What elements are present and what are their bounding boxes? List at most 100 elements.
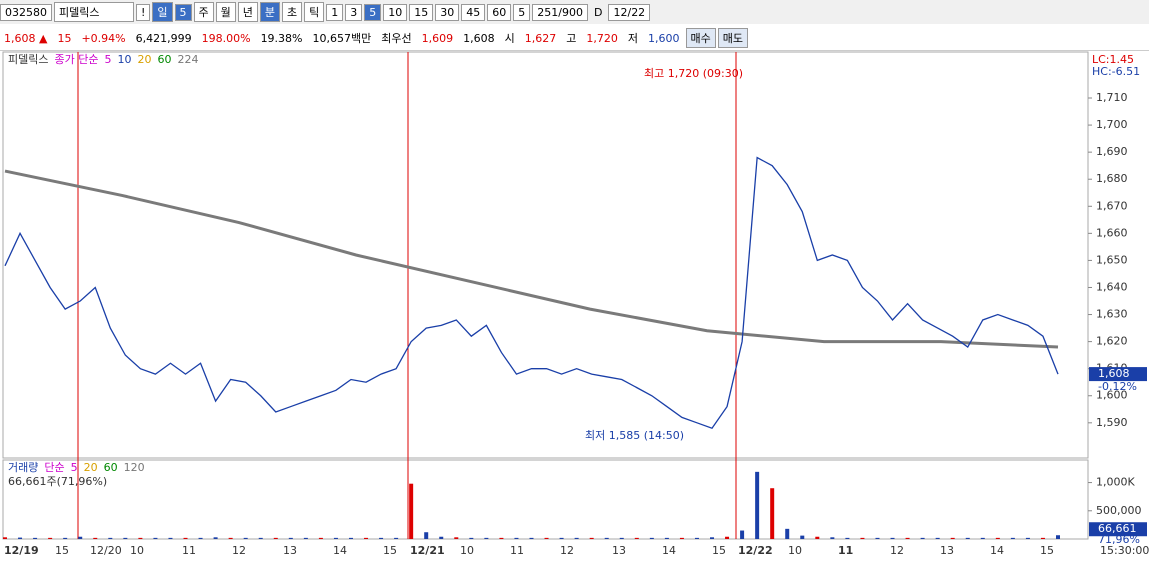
volume-bar xyxy=(950,537,955,539)
toolbar-button[interactable]: 주 xyxy=(193,2,214,22)
x-tick-label: 14 xyxy=(333,544,347,557)
quote-field: 10,657백만 xyxy=(312,32,372,45)
y-tick-label: 1,660 xyxy=(1096,226,1128,239)
last-rate: -0.12% xyxy=(1098,380,1137,393)
volume-bar xyxy=(710,537,715,539)
x-tick-label: 13 xyxy=(612,544,626,557)
toolbar-button[interactable]: ! xyxy=(136,3,151,21)
toolbar-button[interactable]: 45 xyxy=(461,3,486,21)
x-tick-label: 15 xyxy=(383,544,397,557)
toolbar-button[interactable]: 60 xyxy=(487,3,512,21)
toolbar-button[interactable]: 5 xyxy=(513,3,531,21)
toolbar-button[interactable]: 틱 xyxy=(304,2,325,22)
legend-item: 20 xyxy=(137,53,151,66)
volume-bar xyxy=(559,537,564,539)
volume-bar xyxy=(288,537,293,539)
volume-bar xyxy=(980,537,985,539)
volume-bar xyxy=(875,537,880,539)
last-volume-rate: 71,96% xyxy=(1098,533,1140,546)
x-tick-label: 15 xyxy=(712,544,726,557)
volume-bar xyxy=(544,537,549,539)
toolbar-button[interactable]: 251/900 xyxy=(532,3,588,21)
volume-bar xyxy=(78,536,83,539)
volume-bar xyxy=(499,537,504,539)
legend-item: 120 xyxy=(124,461,145,474)
volume-bar xyxy=(845,537,850,539)
legend-item: 거래량 xyxy=(8,461,38,474)
x-tick-label: 12 xyxy=(232,544,246,557)
toolbar-button[interactable]: 15 xyxy=(409,3,434,21)
legend-item: 10 xyxy=(117,53,131,66)
quote-field: +0.94% xyxy=(81,31,126,45)
volume-bar xyxy=(589,537,594,539)
quote-field: 1,608 ▲ xyxy=(4,31,48,45)
x-tick-label: 10 xyxy=(130,544,144,557)
volume-bar xyxy=(1040,537,1045,539)
toolbar-button[interactable]: 5 xyxy=(364,3,382,21)
date-input[interactable]: 12/22 xyxy=(608,3,651,21)
toolbar-button[interactable]: 30 xyxy=(435,3,460,21)
toolbar-button[interactable]: 초 xyxy=(282,2,303,22)
volume-bar xyxy=(770,488,775,539)
toolbar-button[interactable]: 일 xyxy=(152,2,173,22)
x-tick-label: 15 xyxy=(1040,544,1054,557)
volume-panel xyxy=(2,459,1089,540)
legend-item: 피델릭스 xyxy=(8,53,48,66)
volume-bar xyxy=(995,537,1000,539)
toolbar-button[interactable]: 분 xyxy=(259,2,281,22)
toolbar-button[interactable]: 3 xyxy=(345,3,363,21)
x-tick-label: 10 xyxy=(460,544,474,557)
toolbar-button[interactable]: 1 xyxy=(326,3,344,21)
toolbar-button[interactable]: 월 xyxy=(215,2,236,22)
volume-info: 66,661주(71,96%) xyxy=(8,475,107,488)
y-tick-label: 1,000K xyxy=(1096,476,1135,489)
volume-bar xyxy=(108,537,113,539)
code-input[interactable]: 032580 xyxy=(0,3,52,21)
volume-bar xyxy=(18,537,23,539)
legend-item: 5 xyxy=(71,461,78,474)
x-tick-label: 12/21 xyxy=(410,544,445,557)
toolbar-button[interactable]: 5 xyxy=(174,3,192,21)
trade-button[interactable]: 매수 xyxy=(685,28,716,48)
check-label[interactable]: D xyxy=(594,5,603,19)
volume-bar xyxy=(905,537,910,539)
y-tick-label: 1,590 xyxy=(1096,416,1128,429)
volume-bar xyxy=(93,537,98,539)
toolbar-button[interactable]: 년 xyxy=(237,2,258,22)
y-tick-label: 1,680 xyxy=(1096,172,1128,185)
time-label: 15:30:00 xyxy=(1100,544,1149,557)
quote-field: 6,421,999 xyxy=(135,31,192,45)
volume-bar xyxy=(439,536,444,539)
last-volume: 66,661 xyxy=(1098,522,1137,535)
volume-bar xyxy=(469,537,474,539)
y-tick-label: 1,600 xyxy=(1096,389,1128,402)
quote-field: 1,609 xyxy=(421,31,454,45)
toolbar-button[interactable]: 10 xyxy=(383,3,408,21)
volume-bar xyxy=(755,471,760,539)
price-panel xyxy=(2,51,1089,459)
volume-bar xyxy=(364,537,369,539)
volume-bar xyxy=(168,537,173,539)
volume-bar xyxy=(33,537,38,539)
x-tick-label: 11 xyxy=(510,544,524,557)
quote-field: 19.38% xyxy=(260,31,303,45)
quote-field: 15 xyxy=(57,31,72,45)
legend-item: 5 xyxy=(104,53,111,66)
quote-field: 1,600 xyxy=(648,31,680,45)
x-tick-label: 14 xyxy=(990,544,1004,557)
volume-bar xyxy=(965,537,970,539)
volume-bar xyxy=(1010,537,1015,539)
volume-bar xyxy=(725,536,730,539)
volume-bar xyxy=(1056,535,1060,539)
trade-button[interactable]: 매도 xyxy=(717,28,748,48)
x-tick-label: 15 xyxy=(55,544,69,557)
legend-item: 종가 단순 xyxy=(54,53,98,66)
volume-bar xyxy=(333,537,338,539)
volume-bar xyxy=(830,537,835,539)
volume-bar xyxy=(800,535,805,539)
name-input[interactable]: 피델릭스 xyxy=(54,2,134,22)
low-annotation: 최저 1,585 (14:50) xyxy=(585,429,684,442)
volume-bar xyxy=(394,537,399,539)
volume-bar xyxy=(258,537,263,539)
quote-field: 198.00% xyxy=(201,31,251,45)
